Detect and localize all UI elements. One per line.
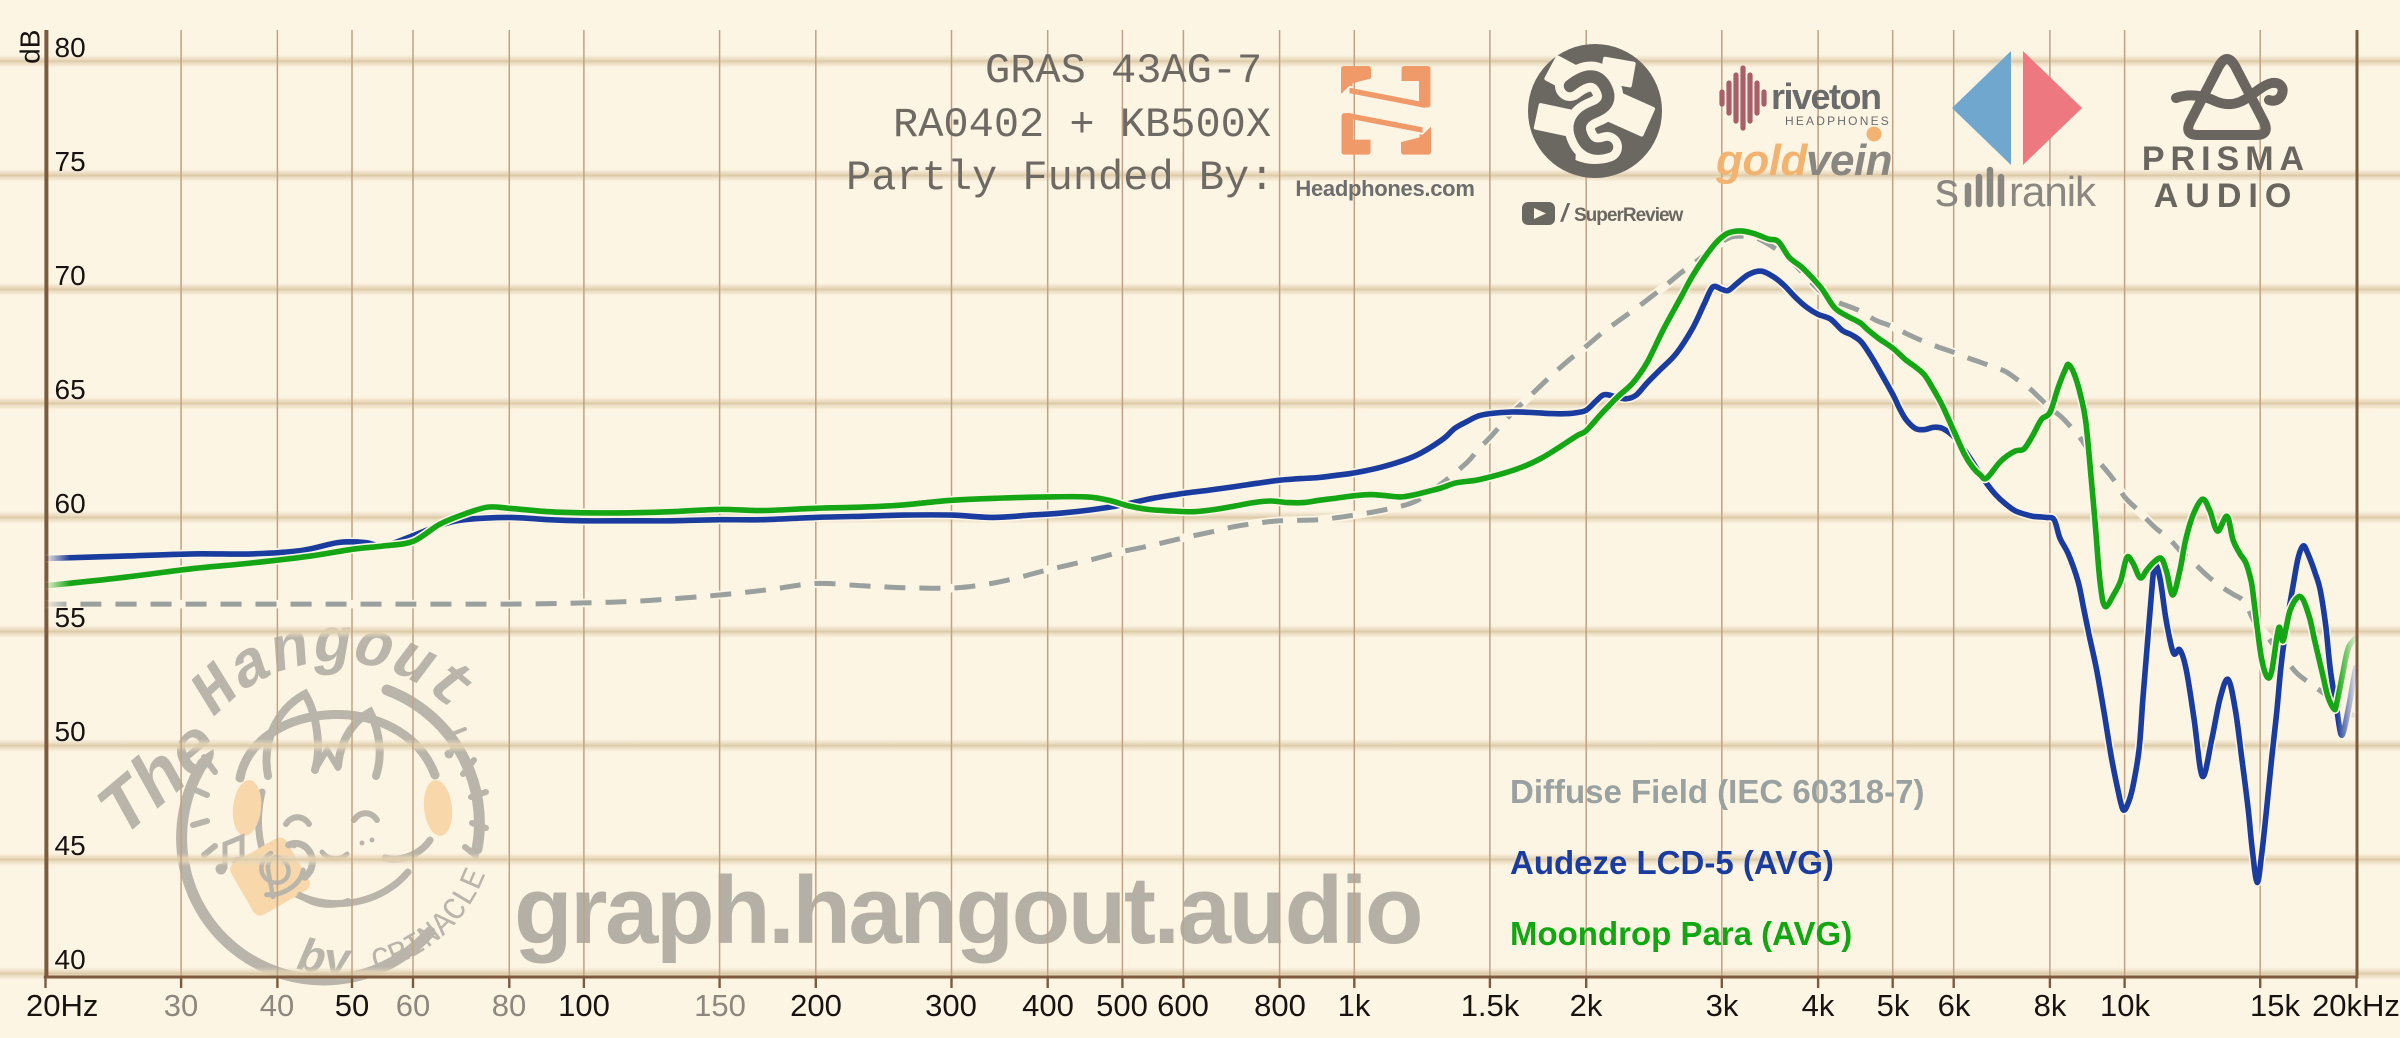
svg-text:600: 600 [1157, 988, 1209, 1023]
svg-text:3k: 3k [1706, 988, 1739, 1023]
svg-text:6k: 6k [1938, 988, 1971, 1023]
svg-text:4k: 4k [1802, 988, 1835, 1023]
svg-text:70: 70 [55, 260, 86, 291]
svg-text:60: 60 [55, 488, 86, 519]
svg-text:PRISMA: PRISMA [2142, 140, 2310, 178]
svg-text:1.5k: 1.5k [1461, 988, 1520, 1023]
svg-text:40: 40 [55, 944, 86, 975]
svg-text:40: 40 [260, 988, 294, 1023]
svg-text:400: 400 [1022, 988, 1074, 1023]
svg-text:riveton: riveton [1771, 76, 1881, 117]
svg-text:by: by [293, 931, 354, 989]
svg-text:50: 50 [335, 988, 369, 1023]
svg-text:500: 500 [1096, 988, 1148, 1023]
svg-text:30: 30 [164, 988, 198, 1023]
svg-text:200: 200 [790, 988, 842, 1023]
svg-text:1k: 1k [1338, 988, 1371, 1023]
svg-text:100: 100 [558, 988, 610, 1023]
svg-text:300: 300 [925, 988, 977, 1023]
svg-text:Headphones.com: Headphones.com [1295, 176, 1474, 201]
svg-text:Moondrop Para (AVG): Moondrop Para (AVG) [1510, 915, 1852, 952]
svg-text:Partly Funded By:: Partly Funded By: [846, 154, 1274, 202]
svg-text:80: 80 [55, 32, 86, 63]
svg-text:dB: dB [14, 30, 45, 64]
svg-text:10k: 10k [2100, 988, 2150, 1023]
svg-text:HEADPHONES: HEADPHONES [1785, 114, 1891, 128]
svg-text:vein: vein [1806, 136, 1892, 185]
svg-text:graph.hangout.audio: graph.hangout.audio [514, 857, 1421, 964]
svg-text:ranik: ranik [2009, 168, 2097, 215]
svg-text:2k: 2k [1570, 988, 1603, 1023]
svg-text:80: 80 [492, 988, 526, 1023]
svg-text:75: 75 [55, 146, 86, 177]
svg-text:60: 60 [396, 988, 430, 1023]
svg-text:800: 800 [1254, 988, 1306, 1023]
svg-text:GRAS 43AG-7: GRAS 43AG-7 [985, 47, 1262, 95]
svg-text:AUDIO: AUDIO [2154, 177, 2299, 215]
svg-text:gold: gold [1715, 136, 1808, 185]
svg-text:15k: 15k [2250, 988, 2300, 1023]
svg-text:Audeze LCD-5 (AVG): Audeze LCD-5 (AVG) [1510, 844, 1834, 881]
svg-text:5k: 5k [1877, 988, 1910, 1023]
svg-text:20kHz: 20kHz [2312, 988, 2400, 1023]
svg-text:45: 45 [55, 830, 86, 861]
svg-text:20Hz: 20Hz [26, 988, 98, 1023]
svg-text:s: s [1935, 164, 1959, 217]
svg-text:65: 65 [55, 374, 86, 405]
svg-text:/: / [1560, 199, 1571, 227]
svg-text:50: 50 [55, 716, 86, 747]
svg-text:Diffuse Field (IEC 60318-7): Diffuse Field (IEC 60318-7) [1510, 773, 1924, 810]
svg-text:SuperReview: SuperReview [1574, 205, 1684, 226]
svg-text:RA0402 + KB500X: RA0402 + KB500X [893, 101, 1271, 149]
svg-text:55: 55 [55, 602, 86, 633]
svg-text:8k: 8k [2034, 988, 2067, 1023]
svg-text:150: 150 [694, 988, 746, 1023]
